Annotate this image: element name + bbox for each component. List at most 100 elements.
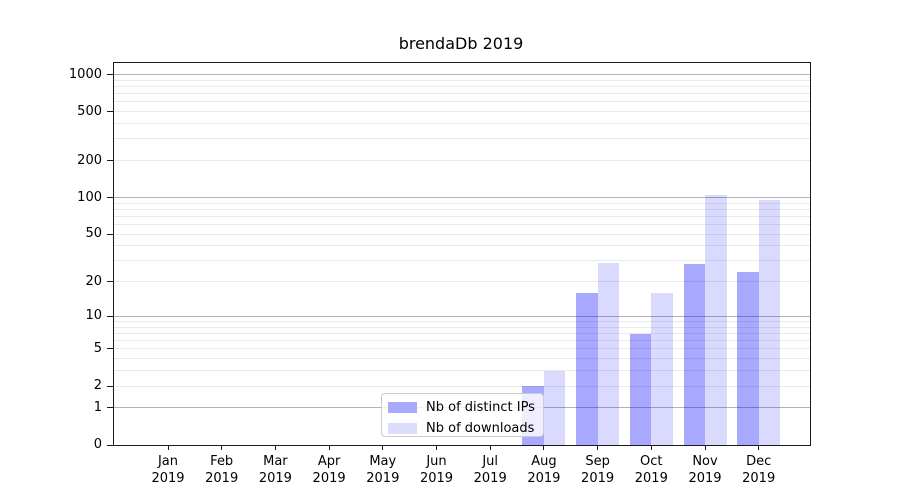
x-tick-year: 2019 — [366, 471, 400, 486]
x-tick-month: Aug — [531, 454, 557, 469]
x-tick-month: Mar — [263, 454, 288, 469]
x-axis-tick — [489, 445, 491, 450]
x-axis-tick-label: Apr 2019 — [297, 453, 361, 487]
gridline-minor — [114, 208, 810, 210]
bar-downloads — [705, 194, 727, 445]
x-tick-year: 2019 — [581, 471, 615, 486]
x-axis-tick-label: May 2019 — [351, 453, 415, 487]
x-axis-tick — [382, 445, 384, 450]
x-tick-month: Jul — [482, 454, 499, 469]
x-tick-month: Dec — [746, 454, 772, 469]
legend: Nb of distinct IPs Nb of downloads — [381, 393, 544, 437]
y-axis-tick — [107, 407, 114, 409]
x-tick-month: Jun — [426, 454, 447, 469]
bar-downloads — [651, 293, 673, 445]
x-axis-tick-label: Feb 2019 — [190, 453, 254, 487]
gridline-minor — [114, 321, 810, 323]
x-axis-tick — [597, 445, 599, 450]
gridline-major — [114, 315, 810, 317]
gridline-minor — [114, 101, 810, 103]
plot-area: Nb of distinct IPs Nb of downloads 0 1 2 5 1… — [69, 62, 811, 486]
y-axis-tick — [107, 315, 114, 317]
gridline-minor — [114, 138, 810, 140]
x-axis-tick — [167, 445, 169, 450]
x-tick-year: 2019 — [312, 471, 346, 486]
x-axis-tick-label: Dec 2019 — [727, 453, 791, 487]
x-tick-month: Feb — [210, 454, 234, 469]
y-axis-tick — [107, 74, 114, 76]
x-tick-month: Jan — [157, 454, 179, 469]
x-tick-year: 2019 — [742, 471, 776, 486]
x-tick-month: Sep — [585, 454, 610, 469]
gridline-minor — [114, 202, 810, 204]
x-tick-month: Nov — [692, 454, 718, 469]
gridline-minor — [114, 348, 810, 350]
x-axis-tick-label: Jul 2019 — [458, 453, 522, 487]
x-tick-year: 2019 — [473, 471, 507, 486]
gridline-minor — [114, 326, 810, 328]
gridline-minor — [114, 385, 810, 387]
y-axis-tick-label: 1 — [93, 399, 102, 415]
x-axis-tick-label: Aug 2019 — [512, 453, 576, 487]
x-axis-tick — [543, 445, 545, 450]
legend-item-downloads: Nb of downloads — [382, 420, 543, 437]
gridline-major — [114, 197, 810, 199]
gridline-minor — [114, 370, 810, 372]
x-axis-tick-label: Mar 2019 — [243, 453, 307, 487]
gridline-minor — [114, 85, 810, 87]
gridline-minor — [114, 160, 810, 162]
y-axis-tick-label: 1000 — [68, 66, 102, 82]
gridline-minor — [114, 111, 810, 113]
x-tick-year: 2019 — [527, 471, 561, 486]
y-axis-tick-label: 5 — [93, 340, 102, 356]
x-tick-month: Apr — [317, 454, 341, 469]
legend-item-distinct-ips: Nb of distinct IPs — [382, 399, 543, 416]
gridline-minor — [114, 123, 810, 125]
bar-distinct-ips — [576, 293, 598, 445]
x-axis-tick-label: Nov 2019 — [673, 453, 737, 487]
y-axis-tick-label: 0 — [93, 437, 102, 452]
y-axis-tick — [107, 444, 114, 446]
legend-swatch-downloads-icon — [388, 423, 417, 434]
legend-swatch-ips-icon — [388, 402, 417, 413]
x-axis-tick — [758, 445, 760, 450]
x-axis-tick — [221, 445, 223, 450]
y-axis-tick — [107, 385, 114, 387]
x-axis-tick-label: Jan 2019 — [136, 453, 200, 487]
x-axis-tick-label: Jun 2019 — [405, 453, 469, 487]
y-axis-tick-label: 10 — [85, 308, 102, 324]
y-axis-tick — [107, 197, 114, 199]
y-axis-tick-label: 20 — [85, 273, 102, 289]
x-tick-year: 2019 — [688, 471, 722, 486]
gridline-minor — [114, 79, 810, 81]
gridline-minor — [114, 358, 810, 360]
bar-distinct-ips — [737, 272, 759, 445]
gridline-major — [114, 74, 810, 76]
gridline-minor — [114, 233, 810, 235]
gridline-minor — [114, 333, 810, 334]
x-axis-tick — [704, 445, 706, 450]
gridline-minor — [114, 260, 810, 262]
gridline-minor — [114, 93, 810, 95]
x-tick-year: 2019 — [151, 471, 185, 486]
bar-downloads — [758, 200, 781, 445]
y-axis-tick-label: 200 — [77, 152, 102, 168]
x-axis-tick-label: Oct 2019 — [619, 453, 683, 487]
x-tick-month: Oct — [640, 454, 663, 469]
x-tick-year: 2019 — [258, 471, 292, 486]
y-axis-tick — [107, 233, 114, 235]
y-axis-tick — [107, 281, 114, 283]
x-axis-tick — [436, 445, 437, 450]
y-axis-tick — [107, 160, 114, 162]
x-tick-year: 2019 — [205, 471, 239, 486]
x-axis-tick — [274, 445, 276, 450]
x-tick-year: 2019 — [634, 471, 668, 486]
x-axis-tick-label: Sep 2019 — [566, 453, 630, 487]
x-axis-tick — [650, 445, 652, 450]
y-axis-tick — [107, 348, 114, 350]
y-axis-tick — [107, 111, 114, 113]
y-axis-tick-label: 500 — [77, 103, 102, 119]
gridline-minor — [114, 215, 810, 217]
bar-distinct-ips — [683, 264, 705, 445]
